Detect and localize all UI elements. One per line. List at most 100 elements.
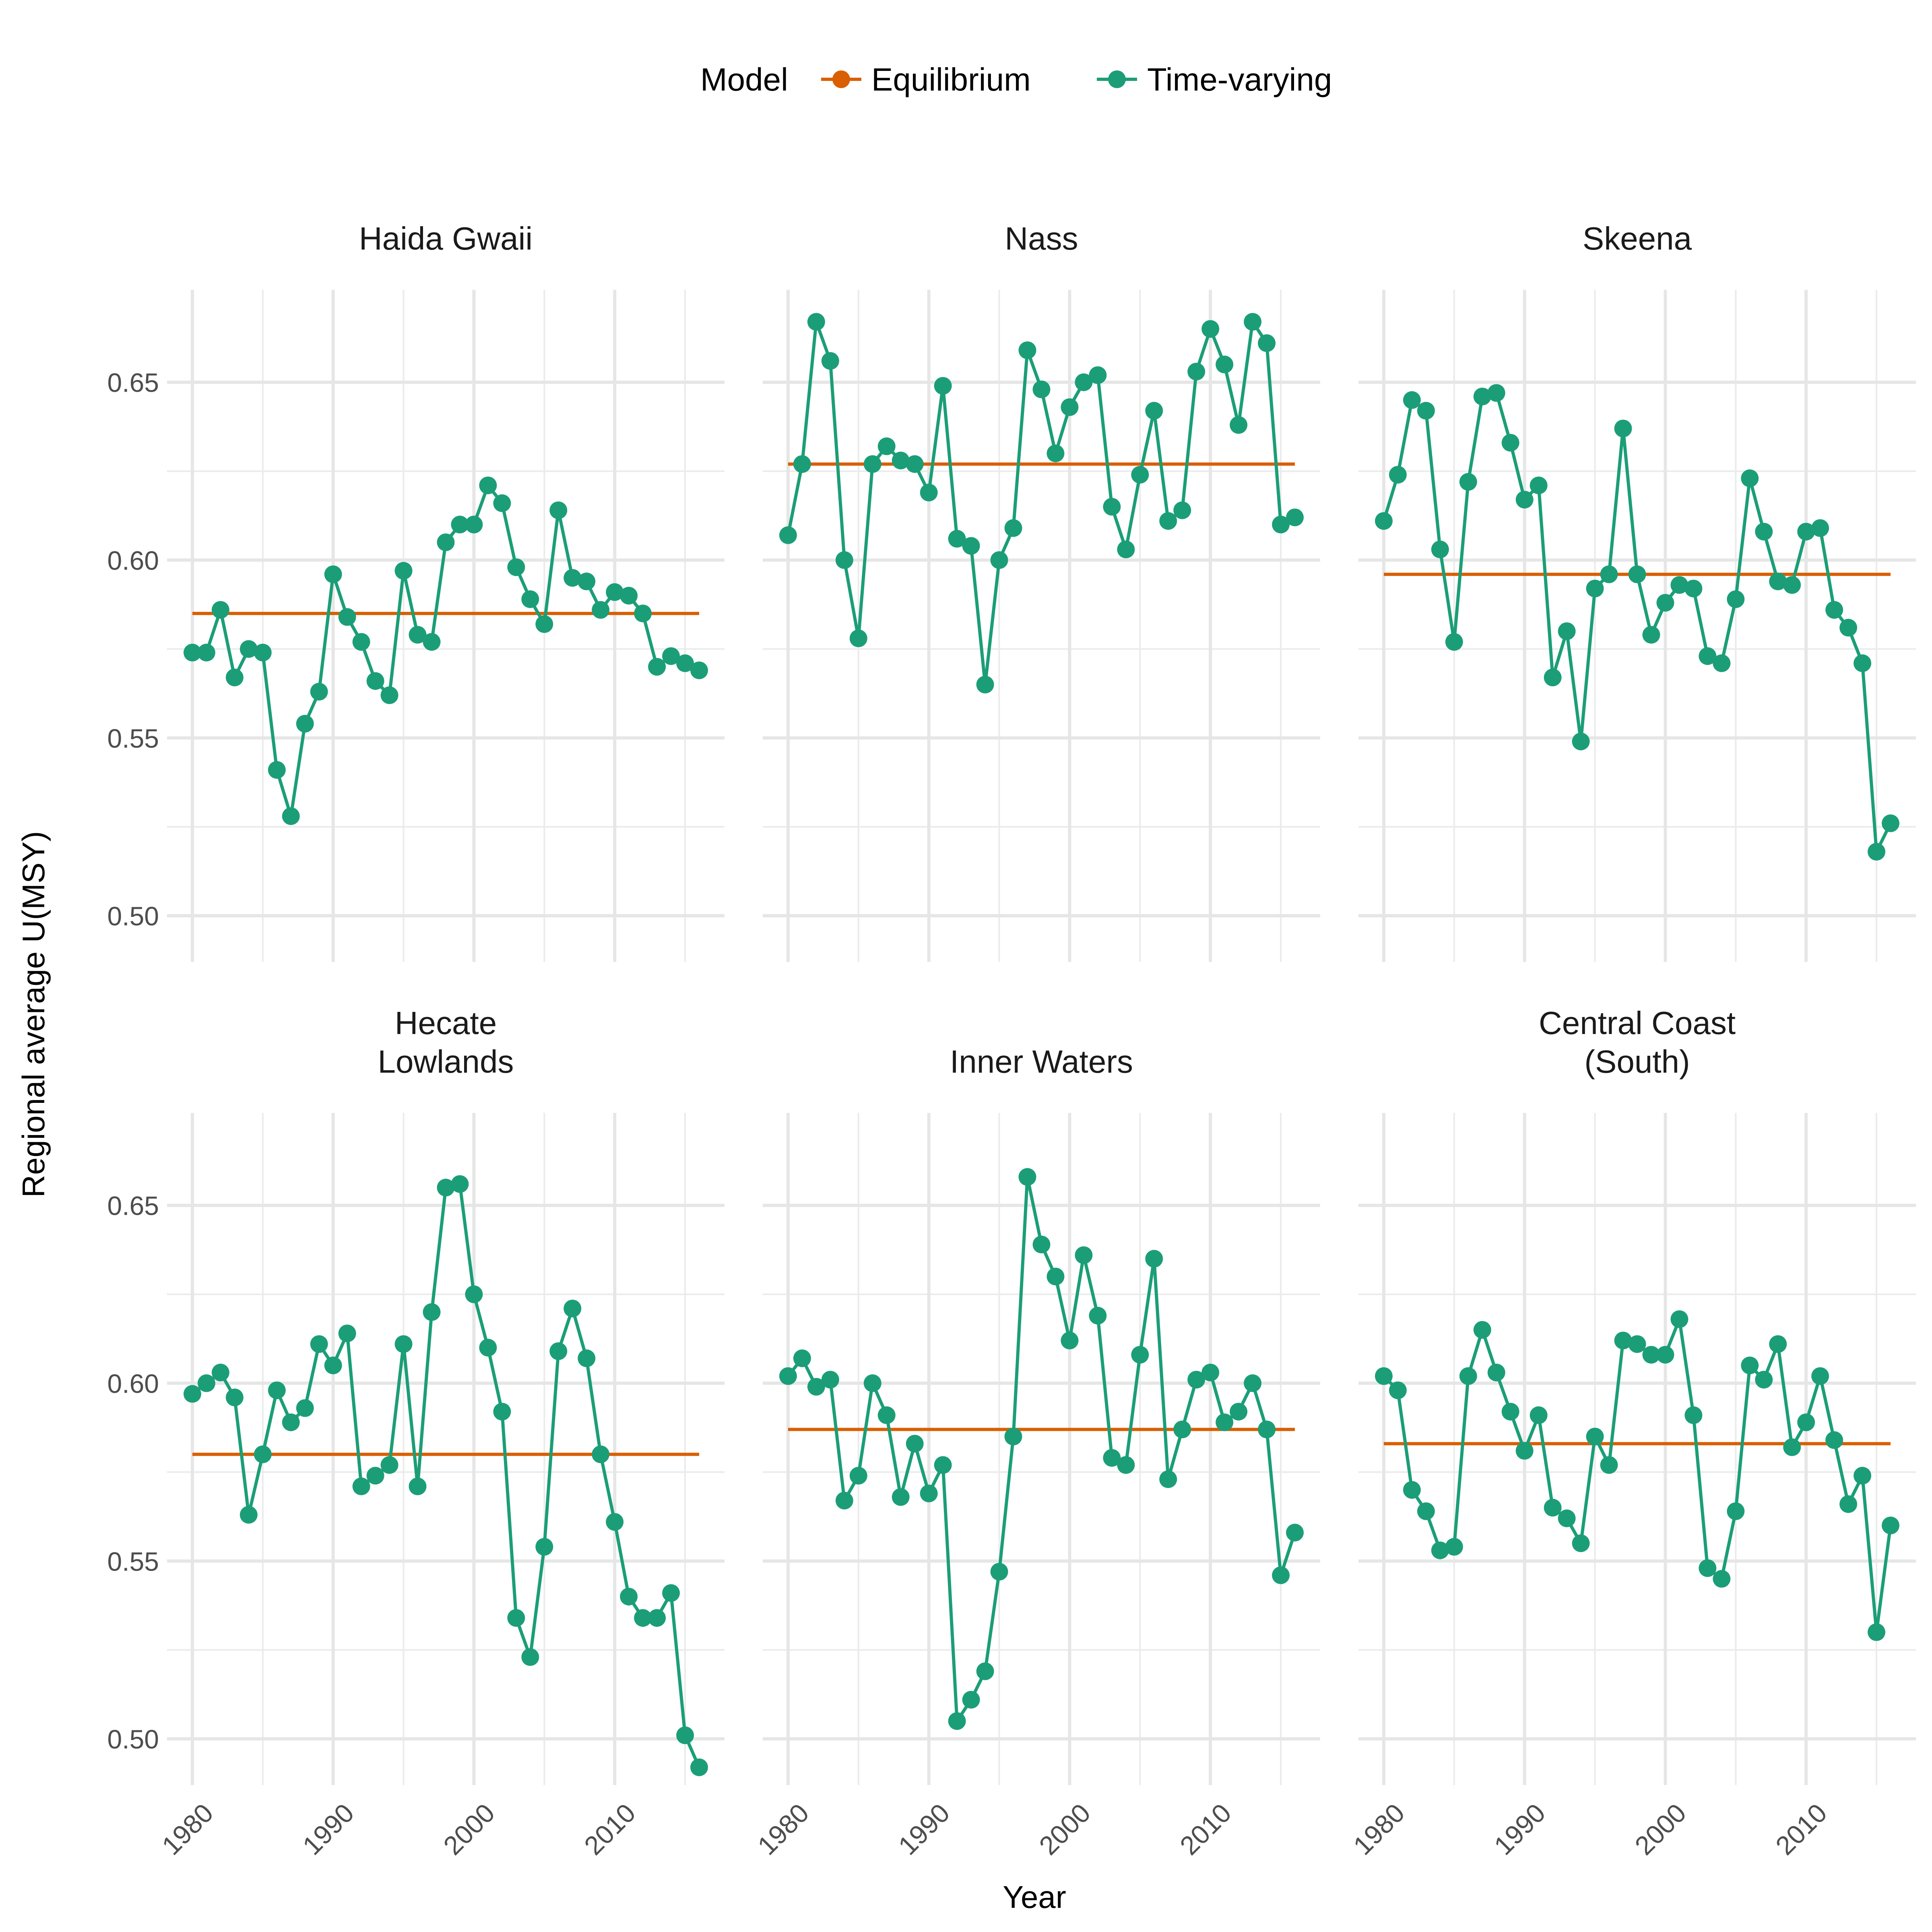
y-tick-label: 0.55 <box>107 1546 159 1576</box>
time-varying-point <box>437 1179 455 1197</box>
time-varying-point <box>835 551 853 569</box>
time-varying-point <box>282 807 300 825</box>
time-varying-point <box>934 1456 952 1474</box>
panels: Haida Gwaii 0.50 0.55 0.60 0.65 Nass Skeena Hec… <box>107 221 1916 1861</box>
time-varying-point <box>549 501 568 519</box>
x-tick-label: 2000 <box>1033 1798 1096 1861</box>
time-varying-point <box>409 1477 427 1495</box>
time-varying-point <box>338 608 356 626</box>
time-varying-point <box>549 1342 568 1360</box>
y-tick-label: 0.60 <box>107 1369 159 1399</box>
time-varying-point <box>648 1609 666 1627</box>
y-tick-label: 0.60 <box>107 546 159 576</box>
time-varying-point <box>1868 843 1886 861</box>
time-varying-point <box>1145 1250 1163 1268</box>
time-varying-point <box>1713 1570 1731 1588</box>
time-varying-point <box>1244 313 1262 331</box>
time-varying-point <box>849 629 867 647</box>
time-varying-point <box>1230 416 1248 434</box>
time-varying-point <box>793 455 811 473</box>
time-varying-point <box>793 1349 811 1367</box>
time-varying-point <box>990 551 1008 569</box>
time-varying-point <box>1445 1538 1463 1556</box>
time-varying-point <box>1741 1356 1759 1375</box>
time-varying-point <box>324 565 342 583</box>
time-varying-point <box>1783 576 1801 594</box>
time-varying-point <box>409 626 427 644</box>
panel-0: Haida Gwaii 0.50 0.55 0.60 0.65 <box>107 221 724 962</box>
time-varying-point <box>962 1690 980 1709</box>
time-varying-point <box>1375 512 1393 530</box>
x-tick-label: 1980 <box>1348 1798 1410 1861</box>
time-varying-point <box>1501 433 1519 452</box>
legend-title: Model <box>700 62 788 97</box>
time-varying-point <box>1642 626 1660 644</box>
time-varying-point <box>1258 334 1276 352</box>
time-varying-point <box>835 1492 853 1510</box>
time-varying-point <box>535 615 553 633</box>
time-varying-point <box>1258 1420 1276 1439</box>
panel-title-line: Lowlands <box>378 1044 514 1080</box>
time-varying-point <box>1286 508 1304 526</box>
time-varying-point <box>366 1467 384 1485</box>
time-varying-point <box>338 1324 356 1342</box>
time-varying-point <box>620 586 638 605</box>
panel-4: Inner Waters 1980 1990 2000 2010 <box>752 1044 1320 1861</box>
time-varying-point <box>310 683 328 701</box>
time-varying-point <box>821 1371 839 1389</box>
time-varying-point <box>1445 633 1463 651</box>
time-varying-point <box>451 1175 469 1193</box>
time-varying-point <box>1103 497 1121 516</box>
time-varying-point <box>479 1339 497 1357</box>
time-varying-point <box>648 658 666 676</box>
time-varying-point <box>976 1662 994 1680</box>
time-varying-point <box>1032 380 1051 398</box>
time-varying-point <box>1741 469 1759 487</box>
x-tick-label: 2010 <box>1174 1798 1237 1861</box>
time-varying-point <box>268 761 286 779</box>
time-varying-point <box>1600 1456 1618 1474</box>
time-varying-point <box>1670 1310 1688 1328</box>
time-varying-point <box>920 1484 938 1503</box>
time-varying-point <box>1642 1346 1660 1364</box>
time-varying-point <box>1684 1406 1703 1424</box>
time-varying-point <box>877 437 896 455</box>
time-varying-point <box>1769 572 1787 590</box>
time-varying-point <box>934 377 952 395</box>
time-varying-point <box>1727 590 1745 608</box>
time-varying-point <box>507 558 525 576</box>
time-varying-point <box>1375 1367 1393 1385</box>
time-varying-point <box>564 569 582 587</box>
time-varying-point <box>183 644 201 662</box>
time-varying-point <box>1530 1406 1548 1424</box>
time-varying-point <box>380 1456 398 1474</box>
time-varying-point <box>1854 654 1872 672</box>
time-varying-point <box>1600 565 1618 583</box>
x-tick-label: 1990 <box>892 1798 955 1861</box>
time-varying-point <box>1825 601 1843 619</box>
legend-label-0: Equilibrium <box>871 62 1031 97</box>
time-varying-point <box>1558 622 1576 640</box>
time-varying-point <box>366 672 384 690</box>
time-varying-point <box>521 1648 539 1666</box>
time-varying-point <box>493 494 511 512</box>
time-varying-point <box>948 530 966 548</box>
time-varying-point <box>1614 1331 1632 1350</box>
time-varying-point <box>1473 1321 1491 1339</box>
y-tick-label: 0.55 <box>107 723 159 753</box>
x-tick-label: 1990 <box>297 1798 359 1861</box>
time-varying-point <box>1755 522 1773 541</box>
time-varying-point <box>662 1584 680 1602</box>
time-varying-point <box>990 1563 1008 1581</box>
time-varying-point <box>1417 1502 1435 1520</box>
panel-2: Skeena <box>1358 221 1916 962</box>
time-varying-point <box>634 1609 652 1627</box>
time-varying-point <box>1173 501 1191 519</box>
time-varying-point <box>920 483 938 502</box>
time-varying-point <box>310 1335 328 1353</box>
time-varying-point <box>592 601 610 619</box>
time-varying-point <box>1811 519 1829 537</box>
legend-key-point-0 <box>832 70 850 88</box>
time-varying-point <box>1046 1267 1065 1286</box>
time-varying-point <box>892 1488 910 1506</box>
